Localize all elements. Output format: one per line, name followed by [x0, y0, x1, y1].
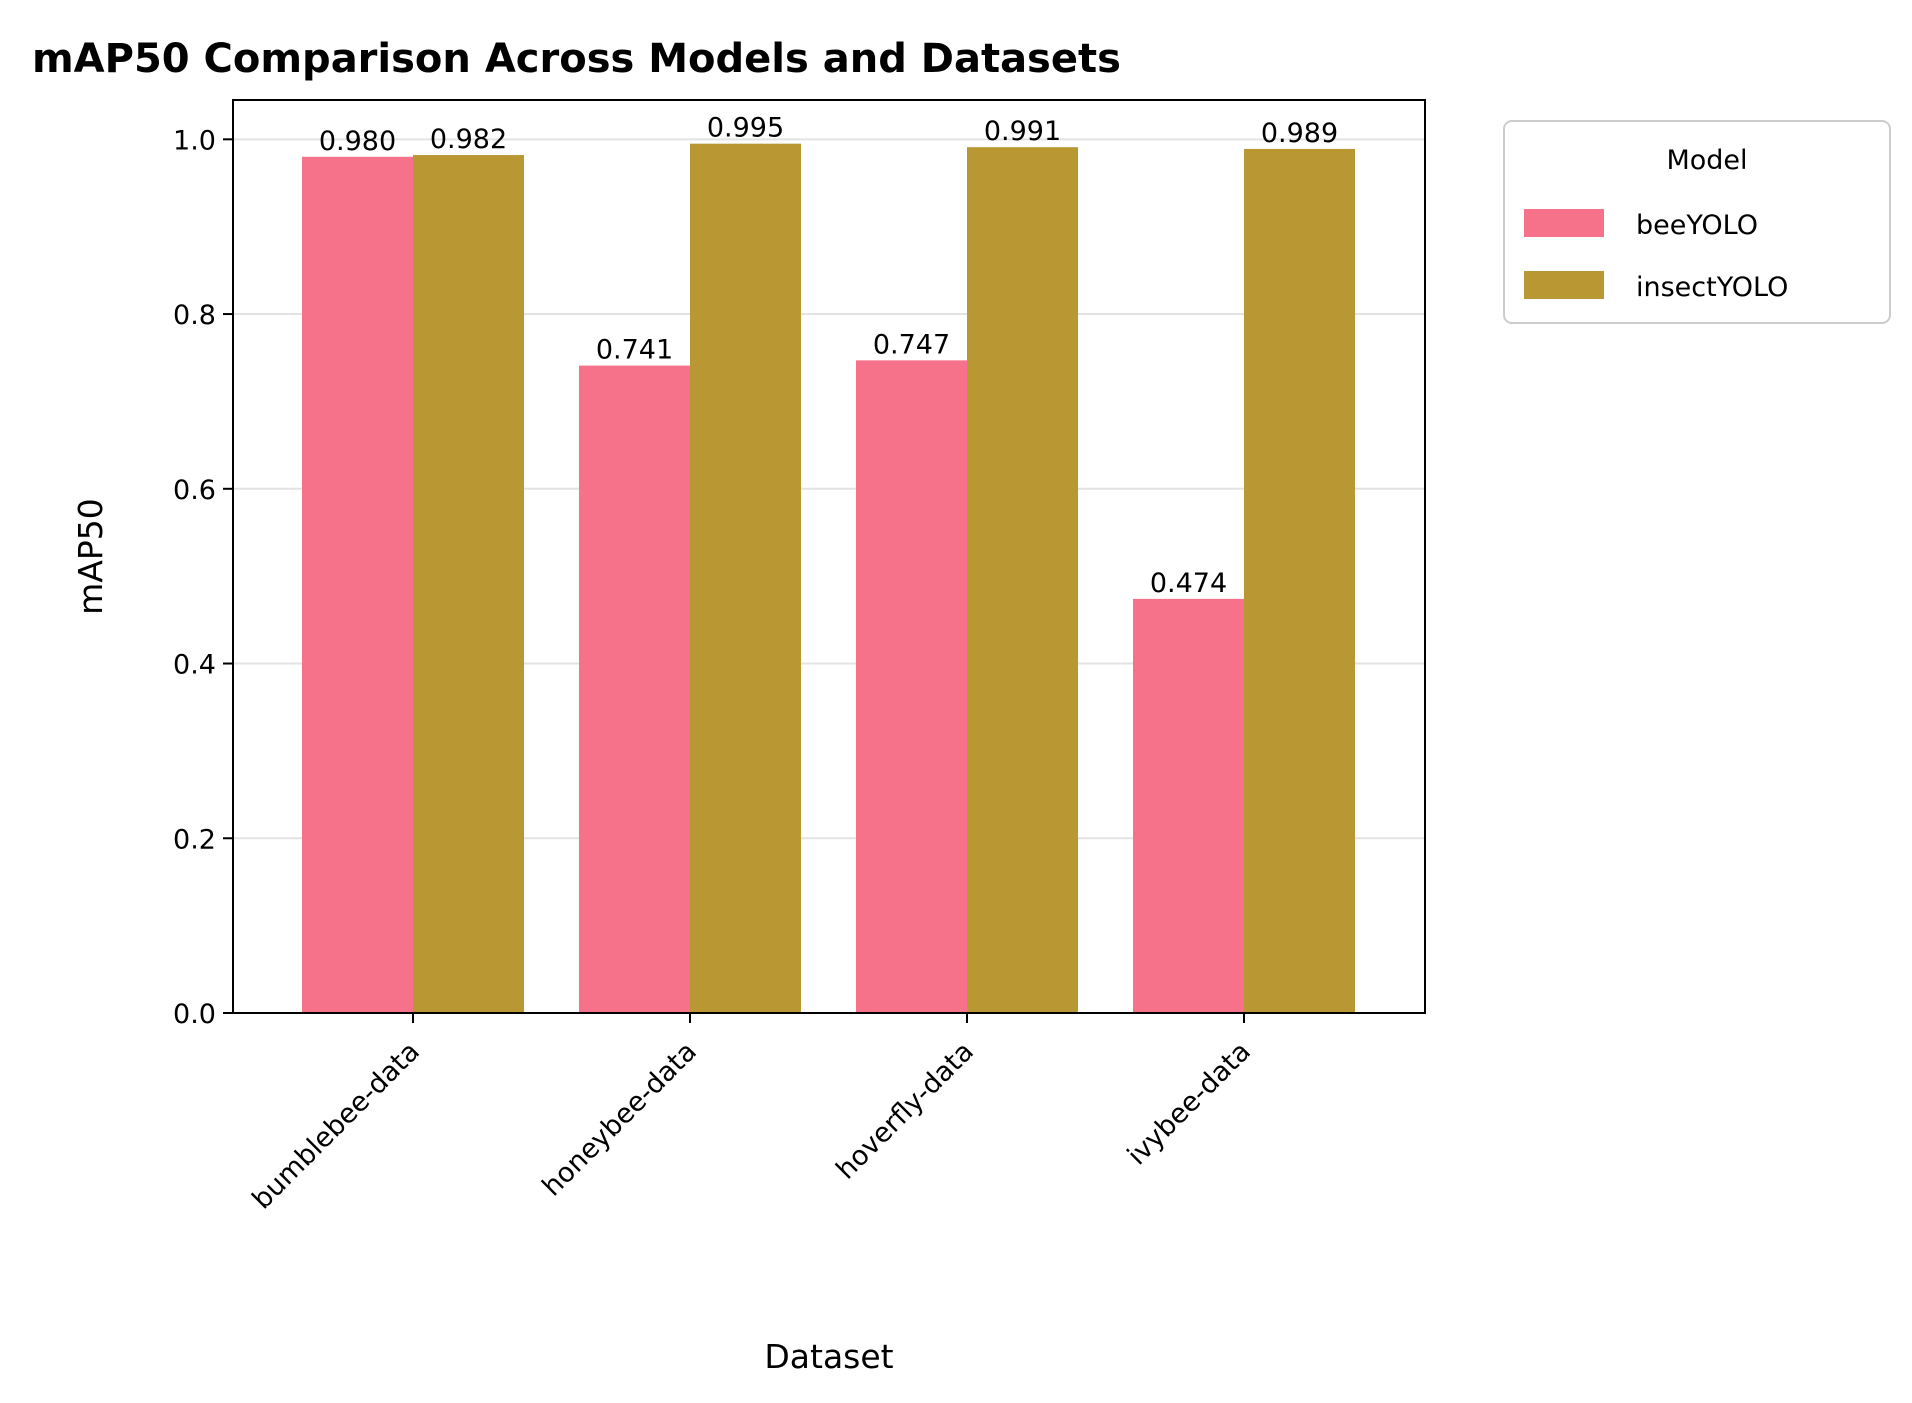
bar-beeYOLO-bumblebee-data [302, 156, 413, 1013]
y-tick-label: 0.8 [173, 300, 216, 331]
data-label: 0.995 [707, 113, 784, 144]
plot-frame [232, 99, 1426, 1014]
legend-title: Model [1666, 145, 1747, 176]
x-tick-label: hoverfly-data [830, 1036, 979, 1185]
legend-label: beeYOLO [1636, 210, 1758, 241]
bar-beeYOLO-hoverfly-data [856, 360, 967, 1013]
bar-insectYOLO-honeybee-data [690, 143, 801, 1013]
bars [302, 143, 1355, 1014]
data-label: 0.747 [873, 329, 950, 360]
x-axis-ticks: bumblebee-data honeybee-data hoverfly-data… [247, 1013, 1257, 1215]
y-axis-ticks: 0.0 0.2 0.4 0.6 0.8 1.0 [173, 125, 233, 1030]
data-label: 0.989 [1261, 118, 1338, 149]
bar-insectYOLO-ivybee-data [1244, 148, 1355, 1013]
legend-label: insectYOLO [1636, 272, 1788, 303]
data-labels: 0.980 0.741 0.747 0.474 0.982 0.995 0.991 0.989 [319, 113, 1338, 599]
y-tick-label: 0.2 [173, 824, 216, 855]
y-tick-label: 0.4 [173, 650, 216, 681]
legend: Model beeYOLO insectYOLO [1503, 120, 1891, 324]
bar-insectYOLO-bumblebee-data [413, 155, 524, 1013]
data-label: 0.741 [596, 335, 673, 366]
x-tick-label: bumblebee-data [247, 1036, 426, 1215]
bar-beeYOLO-honeybee-data [579, 365, 690, 1014]
y-tick-label: 0.6 [173, 475, 216, 506]
bar-beeYOLO-ivybee-data [1133, 598, 1244, 1013]
x-tick-label: ivybee-data [1122, 1036, 1257, 1171]
legend-swatch [1524, 209, 1604, 237]
legend-items: beeYOLO insectYOLO [1524, 209, 1788, 303]
data-label: 0.982 [430, 124, 507, 155]
x-axis-label: Dataset [764, 1337, 893, 1376]
x-tick-label: honeybee-data [537, 1036, 703, 1202]
data-label: 0.980 [319, 126, 396, 157]
data-label: 0.991 [984, 116, 1061, 147]
bar-insectYOLO-hoverfly-data [967, 147, 1078, 1013]
data-label: 0.474 [1150, 568, 1227, 599]
y-tick-label: 0.0 [173, 999, 216, 1030]
y-axis-label: mAP50 [71, 498, 110, 615]
y-tick-label: 1.0 [173, 125, 216, 156]
legend-swatch [1524, 271, 1604, 299]
chart-title: mAP50 Comparison Across Models and Datas… [32, 36, 1121, 82]
